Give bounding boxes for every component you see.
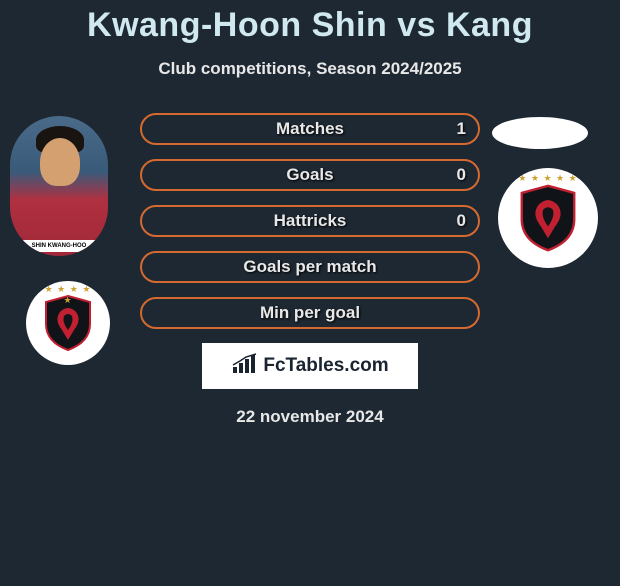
- stat-value-right: 0: [457, 165, 466, 185]
- stat-row-min-per-goal: Min per goal: [140, 297, 480, 329]
- club-badge-left: ★ ★ ★ ★ ★: [26, 281, 110, 365]
- club-badge-right: ★ ★ ★ ★ ★: [498, 168, 598, 268]
- stat-row-matches: Matches 1: [140, 113, 480, 145]
- club-stars-icon: ★ ★ ★ ★ ★: [42, 284, 94, 306]
- subtitle: Club competitions, Season 2024/2025: [0, 59, 620, 79]
- stat-label: Goals per match: [243, 257, 376, 277]
- club-shield-icon: ★ ★ ★ ★ ★: [42, 294, 94, 352]
- club-shield-icon: ★ ★ ★ ★ ★: [517, 183, 579, 253]
- stat-row-hattricks: Hattricks 0: [140, 205, 480, 237]
- club-stars-icon: ★ ★ ★ ★ ★: [517, 173, 579, 184]
- player-left-photo: SHIN KWANG-HOO: [10, 116, 108, 256]
- stat-label: Min per goal: [260, 303, 360, 323]
- stat-label: Matches: [276, 119, 344, 139]
- watermark: FcTables.com: [202, 343, 418, 389]
- player-right-photo-placeholder: [492, 117, 588, 149]
- stat-value-right: 0: [457, 211, 466, 231]
- stat-row-goals: Goals 0: [140, 159, 480, 191]
- stat-label: Goals: [286, 165, 333, 185]
- date-text: 22 november 2024: [0, 407, 620, 427]
- player-name-tag: SHIN KWANG-HOO: [18, 240, 100, 252]
- comparison-panel: SHIN KWANG-HOO ★ ★ ★ ★ ★ ★ ★ ★ ★ ★ Match…: [0, 113, 620, 329]
- player-face-shape: [40, 138, 80, 186]
- page-title: Kwang-Hoon Shin vs Kang: [0, 6, 620, 45]
- stat-value-right: 1: [457, 119, 466, 139]
- watermark-chart-icon: [231, 353, 259, 380]
- watermark-text: FcTables.com: [263, 355, 388, 377]
- stats-list: Matches 1 Goals 0 Hattricks 0 Goals per …: [140, 113, 480, 329]
- stat-label: Hattricks: [274, 211, 347, 231]
- stat-row-goals-per-match: Goals per match: [140, 251, 480, 283]
